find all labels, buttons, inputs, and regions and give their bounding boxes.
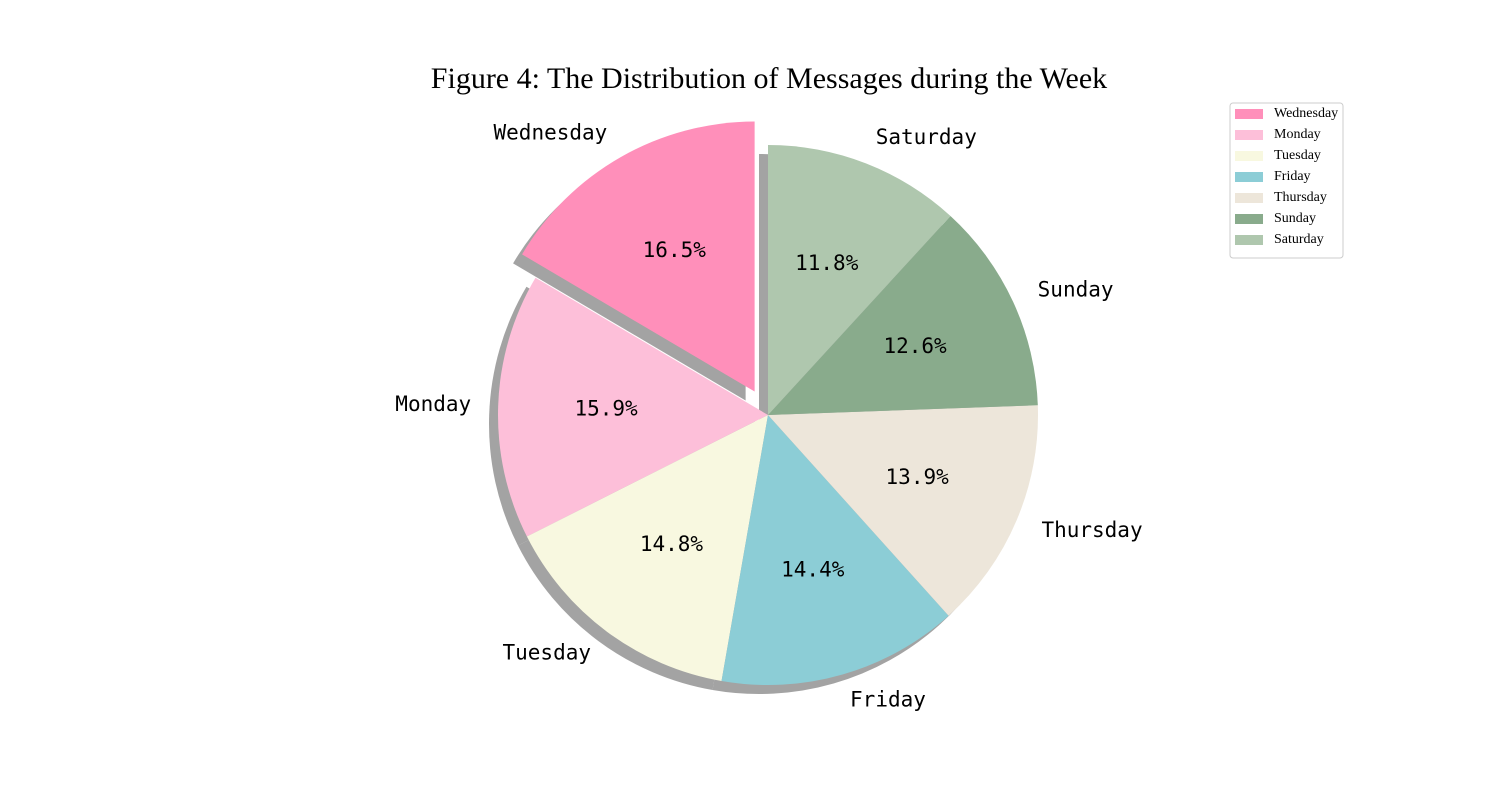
legend-label-wednesday: Wednesday [1274, 106, 1338, 121]
slice-label-friday: Friday [850, 687, 926, 711]
slice-percent-monday: 15.9% [574, 397, 638, 421]
legend-label-friday: Friday [1274, 169, 1311, 184]
legend-swatch-saturday [1235, 235, 1263, 245]
legend-label-saturday: Saturday [1274, 232, 1324, 247]
slice-percent-wednesday: 16.5% [643, 238, 707, 262]
pie-slice-sunday [768, 216, 1038, 415]
slice-label-monday: Monday [395, 392, 471, 416]
legend-swatch-monday [1235, 130, 1263, 140]
legend: Wednesday Monday Tuesday Friday Thursday Sund… [1229, 102, 1344, 259]
legend-swatch-thursday [1235, 193, 1263, 203]
pie-slice-wednesday [522, 121, 755, 392]
pie-slice-friday [721, 415, 949, 685]
legend-swatch-friday [1235, 172, 1263, 182]
slice-percent-sunday: 12.6% [883, 334, 947, 358]
chart-title: Figure 4: The Distribution of Messages d… [431, 62, 1107, 95]
legend-label-sunday: Sunday [1274, 211, 1316, 226]
legend-swatch-sunday [1235, 214, 1263, 224]
legend-label-thursday: Thursday [1274, 190, 1327, 205]
legend-label-monday: Monday [1274, 127, 1321, 142]
legend-swatch-tuesday [1235, 151, 1263, 161]
pie-slice-monday [498, 277, 768, 537]
pie-slice-thursday [768, 405, 1039, 616]
pie-slice-tuesday [526, 415, 768, 681]
slice-label-sunday: Sunday [1038, 278, 1114, 302]
slice-label-saturday: Saturday [876, 125, 977, 149]
slice-label-tuesday: Tuesday [503, 641, 592, 665]
legend-swatch-wednesday [1235, 109, 1263, 119]
slice-label-thursday: Thursday [1041, 518, 1142, 542]
slice-percent-thursday: 13.9% [886, 465, 950, 489]
pie-slices [498, 121, 1039, 685]
slice-percent-tuesday: 14.8% [640, 532, 704, 556]
slice-percent-friday: 14.4% [781, 558, 845, 582]
slice-percent-saturday: 11.8% [795, 251, 859, 275]
pie-labels: Wednesday 16.5% Monday 15.9% Tuesday 14.8% Fri… [395, 121, 1142, 712]
slice-label-wednesday: Wednesday [494, 121, 608, 145]
pie-slice-saturday [768, 145, 951, 415]
legend-label-tuesday: Tuesday [1274, 148, 1321, 163]
